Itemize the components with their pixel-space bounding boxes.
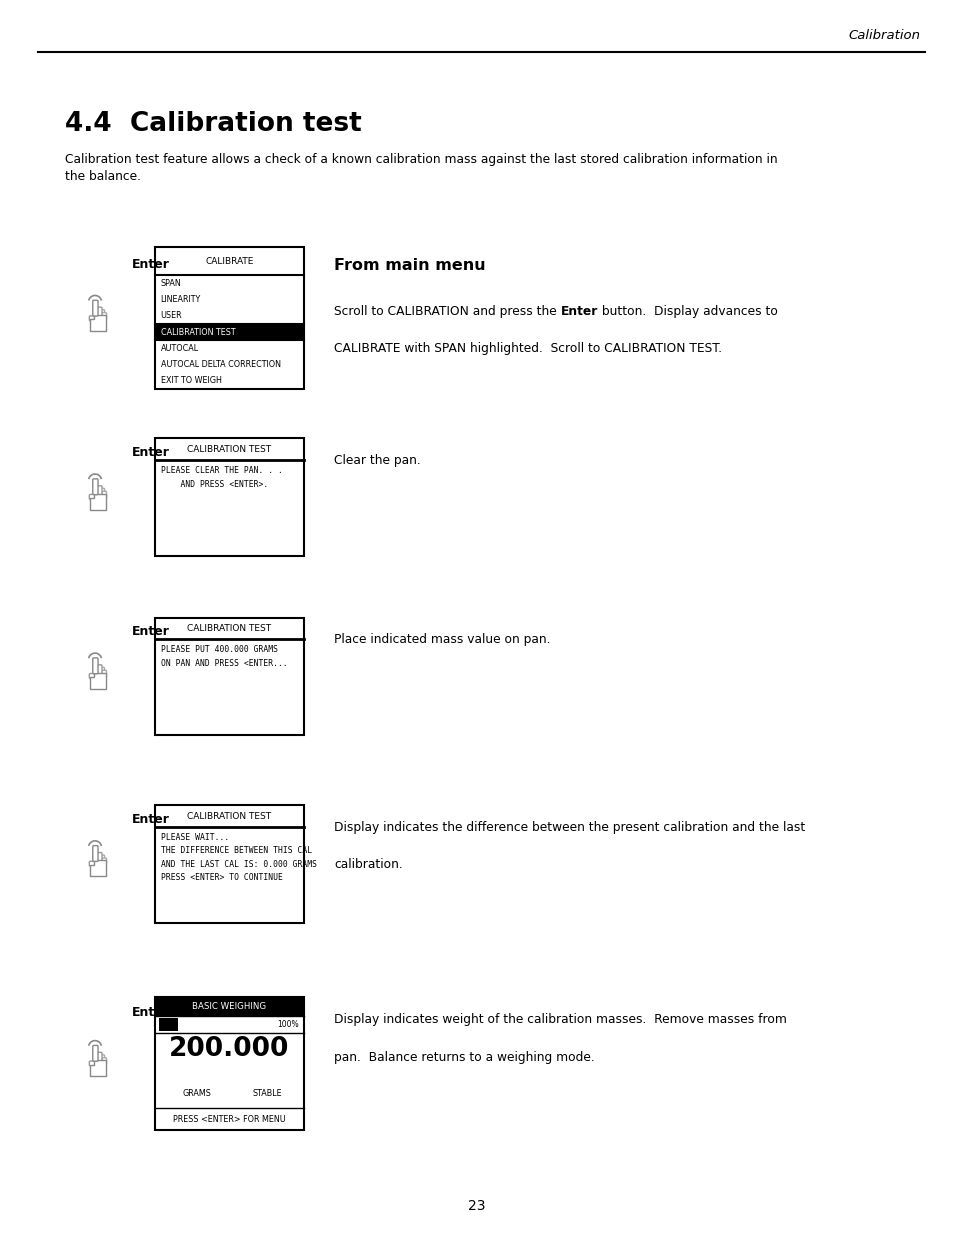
Text: 23: 23 — [468, 1199, 485, 1213]
Bar — [154, 247, 304, 389]
FancyBboxPatch shape — [99, 855, 105, 863]
Text: AUTOCAL: AUTOCAL — [160, 343, 198, 353]
Text: Calibration: Calibration — [848, 28, 920, 42]
FancyBboxPatch shape — [102, 312, 107, 320]
Text: Enter: Enter — [132, 446, 170, 459]
FancyBboxPatch shape — [97, 1052, 102, 1062]
FancyBboxPatch shape — [90, 494, 95, 499]
Text: CALIBRATE: CALIBRATE — [205, 257, 253, 266]
Text: pan.  Balance returns to a weighing mode.: pan. Balance returns to a weighing mode. — [334, 1051, 594, 1063]
Text: EXIT TO WEIGH: EXIT TO WEIGH — [160, 377, 221, 385]
Bar — [158, 1018, 178, 1031]
FancyBboxPatch shape — [92, 479, 98, 495]
Text: PRESS <ENTER> FOR MENU: PRESS <ENTER> FOR MENU — [172, 1115, 286, 1124]
FancyBboxPatch shape — [90, 1061, 95, 1066]
FancyBboxPatch shape — [97, 852, 102, 862]
FancyBboxPatch shape — [99, 667, 105, 676]
FancyBboxPatch shape — [99, 310, 105, 319]
Polygon shape — [90, 494, 106, 510]
Text: 4.4  Calibration test: 4.4 Calibration test — [65, 111, 361, 137]
FancyBboxPatch shape — [92, 846, 98, 862]
Polygon shape — [90, 673, 106, 689]
Text: GRAMS: GRAMS — [182, 1089, 211, 1098]
FancyBboxPatch shape — [102, 492, 107, 498]
Text: AND THE LAST CAL IS: 0.000 GRAMS: AND THE LAST CAL IS: 0.000 GRAMS — [160, 860, 316, 869]
FancyBboxPatch shape — [92, 658, 98, 674]
Text: STABLE: STABLE — [252, 1089, 281, 1098]
Text: Display indicates weight of the calibration masses.  Remove masses from: Display indicates weight of the calibrat… — [334, 1014, 786, 1026]
Text: Clear the pan.: Clear the pan. — [334, 454, 420, 467]
FancyBboxPatch shape — [102, 858, 107, 864]
FancyBboxPatch shape — [99, 1055, 105, 1063]
Bar — [154, 438, 304, 556]
Text: CALIBRATION TEST: CALIBRATION TEST — [187, 811, 272, 820]
Bar — [154, 618, 304, 735]
Text: CALIBRATION TEST: CALIBRATION TEST — [160, 327, 235, 337]
Text: Calibration test feature allows a check of a known calibration mass against the : Calibration test feature allows a check … — [65, 153, 777, 167]
Text: LINEARITY: LINEARITY — [160, 295, 200, 304]
Text: Enter: Enter — [132, 258, 170, 270]
Bar — [154, 997, 304, 1130]
Text: THE DIFFERENCE BETWEEN THIS CAL: THE DIFFERENCE BETWEEN THIS CAL — [160, 846, 312, 856]
Text: 100%: 100% — [277, 1020, 299, 1029]
Text: From main menu: From main menu — [334, 258, 485, 273]
Text: ON PAN AND PRESS <ENTER...: ON PAN AND PRESS <ENTER... — [160, 658, 287, 668]
FancyBboxPatch shape — [90, 673, 95, 678]
Text: AUTOCAL DELTA CORRECTION: AUTOCAL DELTA CORRECTION — [160, 361, 280, 369]
FancyBboxPatch shape — [92, 1045, 98, 1061]
Text: BASIC WEIGHING: BASIC WEIGHING — [193, 1002, 266, 1011]
Polygon shape — [90, 861, 106, 877]
Text: CALIBRATION TEST: CALIBRATION TEST — [187, 624, 272, 632]
Text: USER: USER — [160, 311, 182, 321]
Text: button.  Display advances to: button. Display advances to — [598, 305, 777, 319]
Text: Enter: Enter — [132, 1007, 170, 1019]
FancyBboxPatch shape — [90, 316, 95, 321]
Bar — [154, 997, 304, 1016]
Bar — [154, 324, 304, 341]
Text: SPAN: SPAN — [160, 279, 181, 288]
Text: CALIBRATION TEST: CALIBRATION TEST — [187, 445, 272, 453]
Text: calibration.: calibration. — [334, 858, 402, 871]
Text: PRESS <ENTER> TO CONTINUE: PRESS <ENTER> TO CONTINUE — [160, 873, 282, 883]
FancyBboxPatch shape — [97, 664, 102, 674]
FancyBboxPatch shape — [92, 300, 98, 316]
Text: Enter: Enter — [132, 813, 170, 826]
Text: Scroll to CALIBRATION and press the: Scroll to CALIBRATION and press the — [334, 305, 560, 319]
Text: Place indicated mass value on pan.: Place indicated mass value on pan. — [334, 634, 550, 646]
Text: CALIBRATE with SPAN highlighted.  Scroll to CALIBRATION TEST.: CALIBRATE with SPAN highlighted. Scroll … — [334, 342, 721, 356]
Text: the balance.: the balance. — [65, 170, 141, 184]
Text: PLEASE WAIT...: PLEASE WAIT... — [160, 832, 229, 842]
Text: Enter: Enter — [132, 625, 170, 638]
Text: Display indicates the difference between the present calibration and the last: Display indicates the difference between… — [334, 821, 804, 834]
Text: AND PRESS <ENTER>.: AND PRESS <ENTER>. — [160, 479, 268, 489]
FancyBboxPatch shape — [102, 671, 107, 677]
FancyBboxPatch shape — [97, 485, 102, 495]
Text: PLEASE CLEAR THE PAN. . .: PLEASE CLEAR THE PAN. . . — [160, 466, 282, 475]
Text: PLEASE PUT 400.000 GRAMS: PLEASE PUT 400.000 GRAMS — [160, 645, 277, 655]
FancyBboxPatch shape — [102, 1057, 107, 1065]
FancyBboxPatch shape — [97, 308, 102, 317]
Bar — [154, 805, 304, 923]
Polygon shape — [90, 315, 106, 331]
Text: 200.000: 200.000 — [169, 1036, 290, 1062]
Text: 0%: 0% — [159, 1020, 172, 1029]
FancyBboxPatch shape — [90, 861, 95, 866]
Text: Enter: Enter — [560, 305, 598, 319]
Polygon shape — [90, 1060, 106, 1076]
FancyBboxPatch shape — [99, 488, 105, 496]
